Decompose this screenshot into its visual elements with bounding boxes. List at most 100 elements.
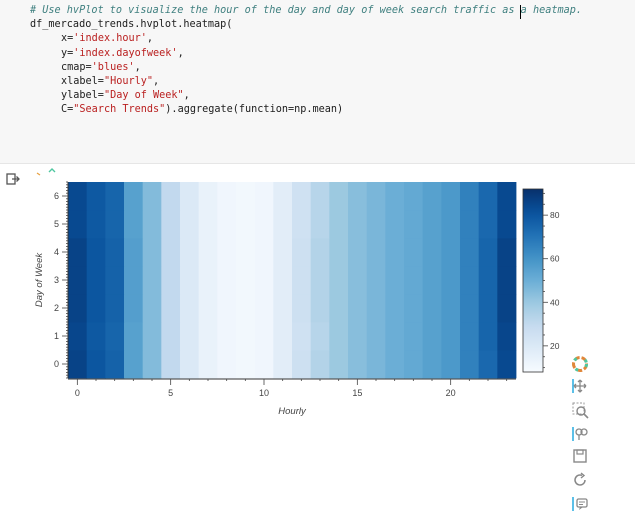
heatmap-cell — [310, 210, 330, 239]
box-zoom-icon[interactable] — [570, 400, 590, 420]
code-key: C= — [61, 104, 74, 116]
heatmap-cell — [198, 294, 218, 323]
heatmap-cell — [68, 238, 88, 267]
heatmap-cell — [124, 266, 144, 295]
heatmap-cell — [217, 294, 237, 323]
heatmap-cell — [105, 350, 125, 379]
heatmap-cell — [273, 322, 293, 351]
heatmap-cell — [198, 350, 218, 379]
heatmap-cell — [273, 294, 293, 323]
heatmap-cell — [124, 210, 144, 239]
heatmap-cell — [86, 266, 106, 295]
heatmap-cell — [273, 350, 293, 379]
code-tail: ).aggregate(function=np.mean) — [165, 104, 344, 116]
heatmap-cell — [254, 294, 274, 323]
heatmap-cell — [310, 238, 330, 267]
heatmap-cell — [86, 238, 106, 267]
heatmap-cell — [348, 322, 368, 351]
heatmap-cell — [329, 210, 349, 239]
heatmap-cell — [366, 238, 386, 267]
heatmap-cell — [236, 210, 256, 239]
heatmap-cell — [124, 294, 144, 323]
pan-icon[interactable] — [570, 376, 590, 396]
heatmap-cell — [217, 266, 237, 295]
heatmap-cell — [217, 350, 237, 379]
heatmap-cell — [404, 294, 424, 323]
code-editor[interactable]: # Use hvPlot to visualize the hour of th… — [30, 5, 583, 116]
heatmap-cell — [86, 182, 106, 211]
heatmap-cell — [460, 238, 480, 267]
output-arrow-icon[interactable] — [6, 172, 20, 186]
code-string: "Day of Week" — [103, 90, 184, 102]
heatmap-cell — [142, 322, 162, 351]
heatmap-cell — [105, 238, 125, 267]
heatmap-cell — [441, 182, 461, 211]
code-key: xlabel= — [61, 76, 104, 88]
reset-icon[interactable] — [570, 470, 590, 490]
code-key: x= — [61, 33, 74, 45]
x-tick-label: 20 — [446, 388, 456, 398]
code-string: "Search Trends" — [73, 104, 166, 116]
heatmap-cell — [142, 238, 162, 267]
heatmap-cell — [460, 182, 480, 211]
heatmap-cell — [273, 266, 293, 295]
heatmap-plot[interactable]: 0 1 2 3 4 5 6 0 5 10 15 20 Hourly Day of Week 20 40 60 80 — [0, 170, 635, 511]
x-tick-label: 10 — [259, 388, 269, 398]
heatmap-cell — [404, 266, 424, 295]
save-icon[interactable] — [570, 446, 590, 466]
heatmap-cell — [180, 210, 200, 239]
heatmap-cell — [292, 182, 312, 211]
y-axis-label: Day of Week — [34, 252, 45, 307]
heatmap-cell — [348, 182, 368, 211]
heatmap-cell — [460, 210, 480, 239]
heatmap-cell — [236, 238, 256, 267]
heatmap-cell — [198, 210, 218, 239]
hover-icon[interactable] — [570, 494, 590, 514]
colorbar-tick-label: 60 — [550, 254, 560, 264]
plot-toolbar — [570, 346, 594, 516]
heatmap-cell — [198, 238, 218, 267]
heatmap-cell — [310, 294, 330, 323]
heatmap-cell — [292, 322, 312, 351]
heatmap-cell — [292, 294, 312, 323]
collapse-marks-icon — [36, 168, 56, 176]
y-tick-label: 2 — [54, 303, 59, 313]
heatmap-cell — [236, 322, 256, 351]
heatmap-cell — [348, 350, 368, 379]
heatmap-cell — [310, 322, 330, 351]
heatmap-cell — [86, 210, 106, 239]
heatmap-cell — [497, 322, 517, 351]
bokeh-logo-icon[interactable] — [570, 354, 590, 374]
heatmap-cell — [180, 182, 200, 211]
wheel-zoom-icon[interactable] — [570, 424, 590, 444]
heatmap-cell — [385, 210, 405, 239]
heatmap-cell — [86, 294, 106, 323]
heatmap-cell — [310, 182, 330, 211]
heatmap-cell — [217, 210, 237, 239]
code-cell[interactable]: # Use hvPlot to visualize the hour of th… — [0, 0, 635, 164]
heatmap-cell — [105, 322, 125, 351]
x-tick-label: 0 — [75, 388, 80, 398]
heatmap-cell — [254, 182, 274, 211]
heatmap-cell — [217, 322, 237, 351]
heatmap-cell — [422, 350, 442, 379]
heatmap-cell — [310, 266, 330, 295]
heatmap-cell — [180, 238, 200, 267]
heatmap-cell — [161, 210, 181, 239]
heatmap-cell — [478, 294, 498, 323]
heatmap-cell — [86, 350, 106, 379]
heatmap-cell — [236, 350, 256, 379]
y-tick-label: 6 — [54, 191, 59, 201]
heatmap-cell — [124, 322, 144, 351]
heatmap-cell — [404, 210, 424, 239]
heatmap-cell — [105, 294, 125, 323]
code-string: 'index.hour' — [73, 33, 147, 45]
heatmap-cell — [478, 210, 498, 239]
heatmap-cell — [273, 182, 293, 211]
heatmap-cell — [292, 238, 312, 267]
heatmap-cell — [236, 294, 256, 323]
heatmap-cell — [366, 322, 386, 351]
heatmap-cell — [161, 238, 181, 267]
heatmap-cell — [460, 322, 480, 351]
heatmap-cell — [329, 182, 349, 211]
